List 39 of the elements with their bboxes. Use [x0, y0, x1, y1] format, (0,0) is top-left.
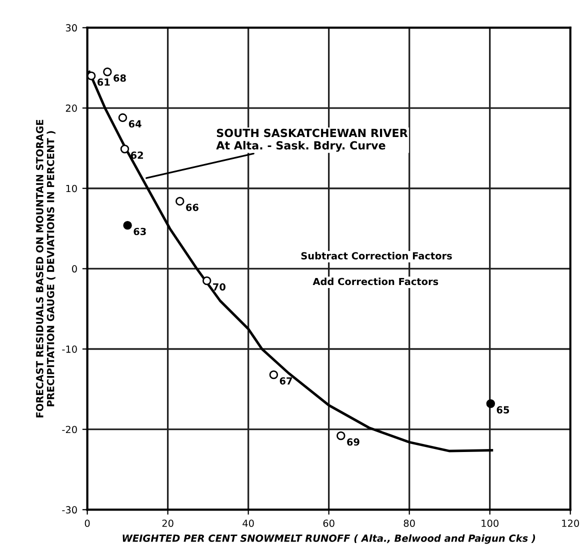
y-tick-label: 0: [72, 265, 77, 273]
annotation: 70: [213, 283, 226, 291]
annotation: 62: [130, 152, 143, 159]
annotation: 63: [134, 228, 146, 236]
y-tick-label: -20: [62, 426, 77, 434]
point: [336, 431, 346, 440]
point: [202, 276, 212, 286]
point: [87, 72, 96, 80]
x-tick-label: 80: [404, 520, 415, 527]
point: [103, 68, 112, 76]
annotation: 61: [97, 78, 110, 86]
y-axis-title: FORECAST RESIDUALS BASED ON MOUNTAIN STORAGE PRECIPITATION GAUGE ( DEVIATIONS IN PERCENT ): [36, 120, 56, 418]
x-tick-label: 120: [562, 520, 579, 527]
point: [269, 370, 278, 380]
x-tick-label: 100: [482, 520, 498, 527]
y-tick-label: -10: [62, 346, 77, 353]
annotation: 69: [347, 438, 360, 446]
point: [118, 113, 128, 122]
y-tick-label: 20: [66, 104, 77, 112]
annotation: 66: [186, 204, 198, 212]
x-tick-label: 40: [242, 520, 254, 527]
x-tick-label: 60: [323, 520, 334, 527]
y-tick-label: 30: [66, 24, 77, 32]
annotation: 68: [114, 74, 126, 82]
x-tick-label: 20: [162, 520, 174, 527]
annotation: 64: [128, 120, 142, 128]
point: [120, 144, 130, 154]
annotation: 67: [280, 377, 292, 385]
annotation: Add Correction Factors: [312, 278, 438, 286]
point: [486, 399, 496, 408]
point: [176, 196, 184, 206]
point: [123, 220, 132, 230]
x-axis-title: WEIGHTED PER CENT SNOWMELT RUNOFF ( Alta., Belwood and Paigun Cks ): [122, 534, 536, 544]
annotation: Subtract Correction Factors: [301, 252, 452, 260]
annotation: 65: [496, 406, 510, 414]
y-tick-label: -30: [62, 506, 77, 514]
x-tick-label: 0: [84, 520, 90, 527]
annotation: SOUTH SASKATCHEWAN RIVER At Alta. - Sask. Bdry. Curve: [216, 128, 408, 152]
y-tick-label: 10: [66, 184, 77, 192]
